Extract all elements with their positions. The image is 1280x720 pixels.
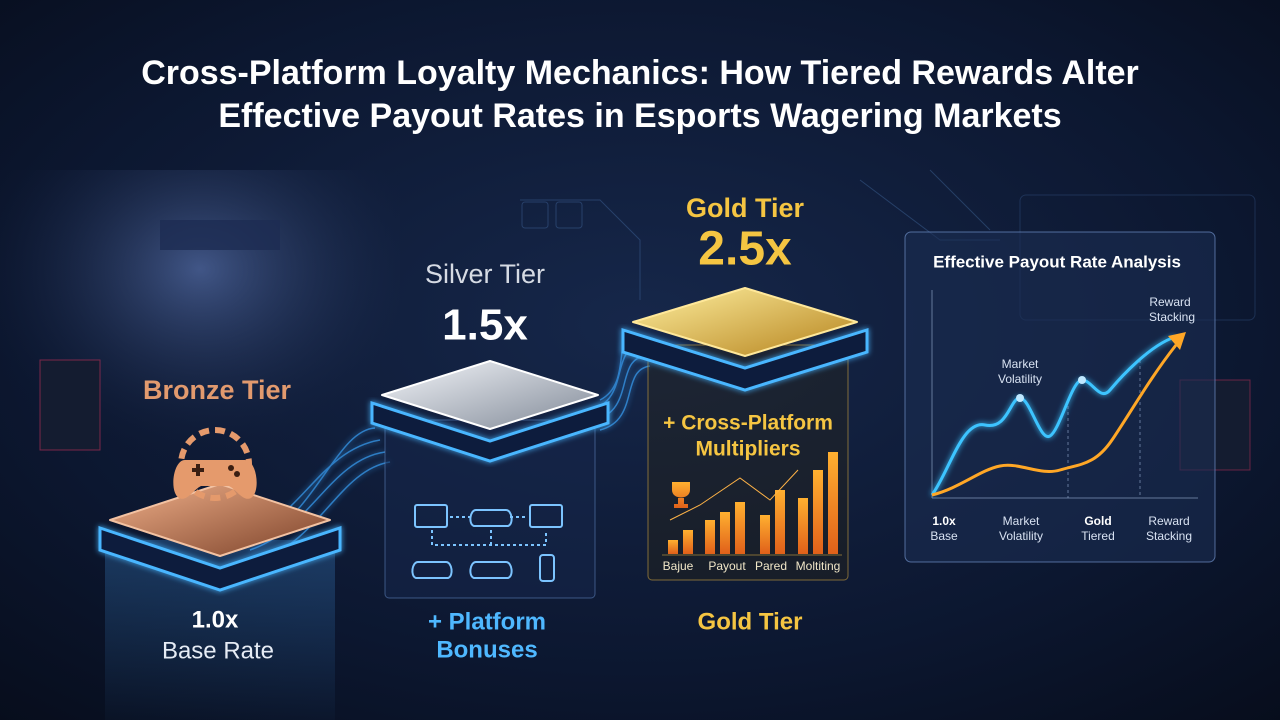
multiplier-bars-part [760,515,770,554]
analysis-chart-part [931,344,1178,497]
platform-icons-part [469,561,513,579]
x-label: Market [1003,514,1040,528]
infographic-part: Bajue Payout Pared Moltiting [663,559,841,573]
bar-label: Bajue [663,559,694,573]
gamepad-icon [173,427,257,501]
infographic-part: 1.0x Base Market Volatility Gold Tiered … [930,514,1192,543]
gold-platform-part [621,327,869,392]
multiplier-bars-part [672,482,690,508]
tier-name: Gold Tier [686,193,805,223]
gold-platform [621,287,869,392]
multiplier-bars-part [813,470,823,554]
bronze-platform [98,483,342,720]
platform-icons [411,504,563,582]
platform-icons-part [529,504,563,528]
x-label: Tiered [1081,529,1115,543]
gamepad-icon-part [228,465,234,471]
gamepad-icon-part [234,471,240,477]
multiplier-bars-part [720,512,730,554]
analysis-chart [930,290,1198,499]
analysis-chart-part [930,335,1176,496]
tier-multiplier: 1.5x [442,301,528,350]
circuit-lines-part [521,201,549,229]
annotation: Reward [1149,295,1190,309]
circuit-lines-part [520,199,641,300]
gold-platform-part [632,287,858,357]
panel-title: Multipliers [695,438,800,461]
gamepad-icon-part [196,464,200,476]
x-label: Reward [1148,514,1189,528]
x-label: 1.0x [932,514,956,528]
silver-platform [370,360,610,463]
infographic-part: Cross-Platform Loyalty Mechanics: How Ti… [141,54,1139,135]
analysis-chart-part [1016,394,1024,402]
energy-waves-part [599,365,651,431]
multiplier-bars-part [669,469,799,521]
x-label: Gold [1084,514,1111,528]
tier-name: Bronze Tier [143,375,292,405]
tier-caption: 1.0x [192,606,239,633]
tier-name: Silver Tier [425,259,545,289]
tier-caption: Base Rate [162,637,274,664]
multiplier-bars-part [705,520,715,554]
x-label: Stacking [1146,529,1192,543]
platform-icons-part [539,554,555,582]
platform-icons-part [431,516,547,546]
multiplier-bars-part [683,530,693,554]
multiplier-bars-part [798,498,808,554]
tier-caption: + Platform [428,608,546,635]
tier-multiplier: 2.5x [698,223,792,276]
multiplier-bars [668,452,838,554]
platform-icons-part [414,504,448,528]
tier-caption: Bonuses [436,636,537,663]
multiplier-bars-part [828,452,838,554]
title-line: Cross-Platform Loyalty Mechanics: How Ti… [141,54,1139,92]
tier-caption: Gold Tier [698,608,803,635]
circuit-lines-part [929,169,991,231]
analysis-title: Effective Payout Rate Analysis [933,252,1181,271]
silver-platform-part [381,360,599,430]
circuit-lines-part [555,201,583,229]
annotation: Volatility [998,372,1042,386]
x-label: Volatility [999,529,1043,543]
platform-icons-part [411,561,453,579]
bronze-platform-part [98,525,342,592]
bar-label: Pared [755,559,787,573]
multiplier-bars-part [668,540,678,554]
bar-label: Payout [708,559,746,573]
x-label: Base [930,529,958,543]
analysis-chart-part [1078,376,1086,384]
arena-backdrop-part [160,220,280,250]
panel-title: + Cross-Platform [663,412,833,435]
analysis-panel [904,231,1216,563]
silver-platform-part [370,400,610,463]
multiplier-bars-part [775,490,785,554]
multiplier-bars-part [735,502,745,554]
infographic-part: Market Volatility Reward Stacking [998,295,1195,386]
title-line: Effective Payout Rates in Esports Wageri… [218,97,1061,135]
annotation: Stacking [1149,310,1195,324]
platform-icons-part [469,509,513,527]
analysis-chart-part [1168,332,1186,350]
bar-label: Moltiting [796,559,841,573]
annotation: Market [1002,357,1039,371]
arena-backdrop-part [39,359,101,451]
